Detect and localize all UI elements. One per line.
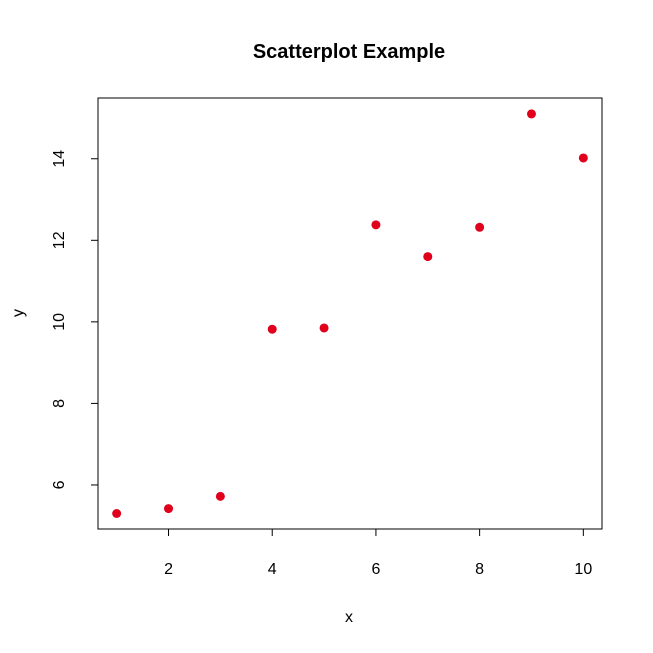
- data-point: [112, 509, 122, 519]
- y-axis-label: y: [10, 309, 27, 317]
- x-tick-label: 6: [371, 561, 380, 578]
- data-point: [578, 153, 588, 163]
- data-point: [475, 222, 485, 232]
- x-axis-label: x: [345, 609, 353, 626]
- data-point: [319, 323, 329, 333]
- chart-title: Scatterplot Example: [253, 41, 445, 63]
- data-point: [526, 109, 536, 119]
- data-point: [371, 220, 381, 230]
- x-tick-label: 2: [164, 561, 173, 578]
- y-tick-label: 6: [51, 480, 68, 489]
- y-tick-label: 14: [51, 150, 68, 168]
- data-point: [423, 252, 433, 262]
- y-tick-label: 12: [51, 231, 68, 249]
- x-tick-label: 4: [268, 561, 277, 578]
- y-tick-label: 8: [51, 399, 68, 408]
- data-point: [267, 324, 277, 334]
- x-tick-label: 8: [475, 561, 484, 578]
- data-point: [215, 491, 225, 501]
- y-tick-label: 10: [51, 313, 68, 331]
- x-axis: 2 4 6 8 10: [164, 528, 592, 578]
- y-axis: 6 8 10 12 14: [51, 150, 99, 489]
- x-tick-label: 10: [574, 561, 592, 578]
- data-points: [112, 109, 588, 519]
- data-point: [164, 504, 174, 514]
- plot-frame: [97, 97, 603, 530]
